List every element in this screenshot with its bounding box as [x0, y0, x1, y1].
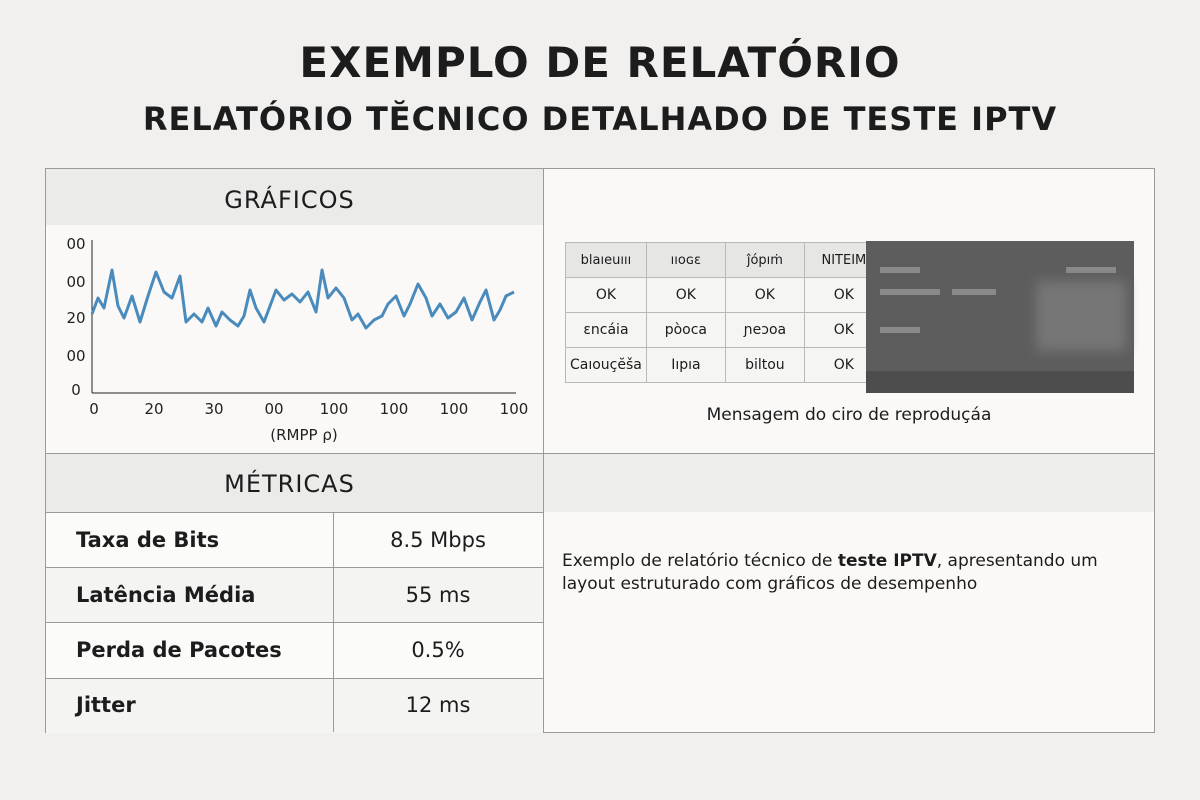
caption: Mensagem do ciro de reproduçáa — [706, 405, 992, 425]
metric-row — [46, 567, 543, 623]
table-cell: ɲeɔoa — [724, 312, 805, 348]
table-cell: Iıpıa — [645, 347, 726, 383]
description-header — [544, 454, 1154, 512]
description: Exemplo de relatório técnico de teste IP… — [562, 550, 1142, 596]
y-tick-label: 00 — [66, 347, 85, 365]
video-screenshot — [866, 241, 1134, 393]
bold-text: teste IPTV — [837, 551, 937, 571]
x-tick-label: 100 — [500, 400, 529, 418]
table-row: blaıeuııı ııoɢɛ ĵópıṁ ΝΙΤΕΙΜ — [565, 242, 884, 278]
x-tick-label: 100 — [320, 400, 349, 418]
divider — [543, 169, 544, 732]
table-cell: Caıouçĕša — [565, 347, 647, 383]
table-cell: ɛncáia — [565, 312, 647, 348]
x-tick-label: 00 — [264, 400, 283, 418]
text: , apresentando um layout estruturado com… — [562, 551, 1098, 594]
status-table: blaıeuııı ııoɢɛ ĵópıṁ ΝΙΤΕΙΜ OK OK OK OK ɛncáia p… — [565, 242, 884, 383]
table-cell: blaıeuııı — [565, 242, 647, 278]
metric-name: Jitter — [76, 693, 136, 717]
x-axis-label: (RMPP ρ) — [270, 426, 337, 444]
x-tick-label: 30 — [204, 400, 223, 418]
table-cell: OK — [724, 277, 805, 313]
metric-value: 8.5 Mbps — [390, 527, 486, 552]
table-cell: pòoca — [645, 312, 726, 348]
x-tick-label: 0 — [89, 400, 99, 418]
graphs-heading: GRÁFICOS — [224, 186, 355, 214]
graphs-header — [46, 169, 543, 225]
table-row: OK OK OK OK — [565, 277, 884, 313]
y-tick-label: 20 — [66, 309, 85, 327]
metric-name: Perda de Pacotes — [76, 638, 282, 662]
metric-row — [46, 622, 543, 679]
x-tick-label: 100 — [440, 400, 469, 418]
metric-name: Latência Média — [76, 582, 256, 607]
table-cell: ĵópıṁ — [724, 242, 805, 278]
x-tick-label: 20 — [144, 400, 163, 418]
metric-row — [46, 512, 543, 568]
metric-value: 55 ms — [405, 582, 471, 607]
metrics-heading: MÉTRICAS — [224, 470, 355, 498]
table-cell: OK — [565, 277, 647, 313]
metric-value: 0.5% — [411, 638, 465, 662]
text: Exemplo de relatório técnico de — [562, 551, 838, 571]
divider — [333, 512, 334, 732]
table-row: ɛncáia pòoca ɲeɔoa OK — [565, 312, 884, 348]
metric-value: 12 ms — [405, 693, 471, 717]
y-tick-label: 00 — [66, 273, 85, 291]
data-line — [90, 268, 515, 330]
metrics-header — [46, 454, 543, 512]
title: EXEMPLO DE RELATÓRIO — [299, 38, 901, 87]
table-row: Caıouçĕša Iıpıa biltou OK — [565, 347, 884, 383]
subtitle: RELATÓRIO TĔCNICO DETALHADO DE TESTE IPT… — [142, 100, 1058, 138]
metric-name: Taxa de Bits — [76, 527, 220, 552]
table-cell: ııoɢɛ — [645, 242, 726, 278]
table-cell: OK — [645, 277, 726, 313]
table-cell: biltou — [724, 347, 805, 383]
divider — [46, 453, 1154, 454]
x-tick-label: 100 — [380, 400, 409, 418]
y-tick-label: 0 — [71, 381, 81, 399]
y-tick-label: 00 — [66, 235, 85, 253]
divider — [543, 454, 544, 732]
metric-row — [46, 678, 543, 733]
